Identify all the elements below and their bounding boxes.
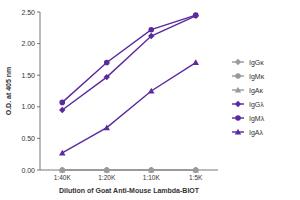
legend-label: IgGλ	[249, 101, 264, 109]
y-tick	[37, 170, 40, 171]
data-point	[104, 60, 110, 66]
series-line	[62, 63, 196, 153]
chart: 0.00 0.50 1.00 1.50 2.00 2.50 1:40K 1:20K 1:10K 1…	[0, 0, 300, 200]
data-point	[193, 167, 199, 173]
y-tick-label: 0.00	[21, 167, 35, 174]
x-tick-label: 1:5K	[189, 174, 203, 181]
series-line	[62, 15, 196, 102]
y-tick-label: 1.00	[21, 103, 35, 110]
legend-marker	[235, 73, 241, 79]
y-tick-label: 1.50	[21, 72, 35, 79]
x-tick-label: 1:20K	[98, 174, 116, 181]
y-tick	[37, 43, 40, 44]
data-point	[148, 88, 154, 94]
legend-marker	[235, 59, 241, 65]
series-line	[62, 169, 196, 170]
data-point	[59, 167, 65, 173]
data-point	[148, 33, 154, 39]
y-axis	[40, 12, 41, 170]
plot-area	[59, 12, 199, 173]
data-point	[59, 100, 65, 106]
y-tick-label: 0.50	[21, 135, 35, 142]
data-point	[104, 74, 110, 80]
y-tick	[37, 138, 40, 139]
y-tick-label: 2.00	[21, 40, 35, 47]
data-point	[193, 12, 199, 18]
x-tick-label: 1:40K	[54, 174, 72, 181]
data-point	[104, 124, 110, 130]
y-tick	[37, 106, 40, 107]
data-point	[104, 167, 110, 173]
legend-label: IgGκ	[249, 59, 264, 67]
x-axis-label: Dilution of Goat Anti-Mouse Lambda-BIOT	[59, 187, 200, 194]
series-line	[62, 169, 196, 170]
series-line	[62, 169, 196, 170]
series-line	[62, 16, 196, 110]
legend-marker	[235, 115, 241, 121]
data-point	[59, 150, 65, 156]
y-axis-label: O.D. at 405 nm	[5, 67, 12, 116]
legend-marker	[235, 129, 241, 135]
legend-marker	[235, 87, 241, 93]
legend-label: IgMκ	[249, 73, 265, 81]
data-point	[59, 107, 65, 113]
data-point	[148, 27, 154, 33]
x-axis	[40, 170, 218, 171]
legend-label: IgAλ	[249, 129, 264, 137]
data-point	[148, 167, 154, 173]
y-tick-label: 2.50	[21, 9, 35, 16]
y-tick	[37, 75, 40, 76]
data-point	[193, 13, 199, 19]
legend-label: IgMλ	[249, 115, 265, 123]
legend-marker	[235, 101, 241, 107]
data-point	[193, 59, 199, 65]
legend-label: IgAκ	[249, 87, 264, 95]
y-tick	[37, 12, 40, 13]
x-tick-label: 1:10K	[143, 174, 161, 181]
